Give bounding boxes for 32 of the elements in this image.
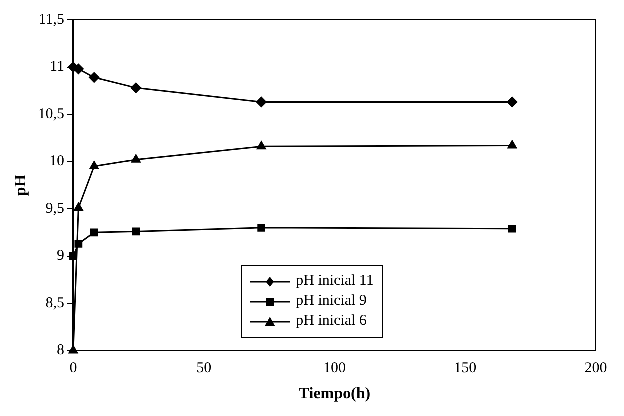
x-axis-title: Tiempo(h) xyxy=(298,386,371,403)
y-tick-label: 8 xyxy=(56,342,64,359)
point xyxy=(507,96,518,108)
x-tick-label: 100 xyxy=(323,360,346,377)
point xyxy=(132,154,141,163)
point xyxy=(256,141,266,150)
x-tick-label: 200 xyxy=(584,360,608,377)
legend-label: pH inicial 9 xyxy=(296,293,367,310)
y-tick-label: 10,5 xyxy=(38,106,64,122)
legend-label: pH inicial 11 xyxy=(296,273,374,290)
point xyxy=(130,82,142,94)
point xyxy=(74,202,84,212)
y-tick-label: 8,5 xyxy=(46,295,64,312)
y-tick-label: 10 xyxy=(49,154,64,170)
point xyxy=(508,140,518,149)
y-tick-label: 9 xyxy=(56,248,64,264)
x-tick-label: 50 xyxy=(196,360,212,377)
x-tick-label: 150 xyxy=(454,360,477,377)
point xyxy=(256,96,267,108)
x-tick-label: 0 xyxy=(70,360,78,377)
point xyxy=(90,228,98,237)
y-axis-title: pH xyxy=(12,174,30,196)
y-tick-label: 11 xyxy=(50,59,64,76)
point xyxy=(132,228,140,236)
point xyxy=(74,240,83,248)
point xyxy=(89,72,100,83)
legend-label: pH inicial 6 xyxy=(296,313,367,330)
y-tick-label: 9,5 xyxy=(46,200,64,217)
point xyxy=(508,224,516,233)
y-tick-label: 11,5 xyxy=(38,12,64,28)
point xyxy=(90,161,99,170)
point xyxy=(258,224,266,232)
